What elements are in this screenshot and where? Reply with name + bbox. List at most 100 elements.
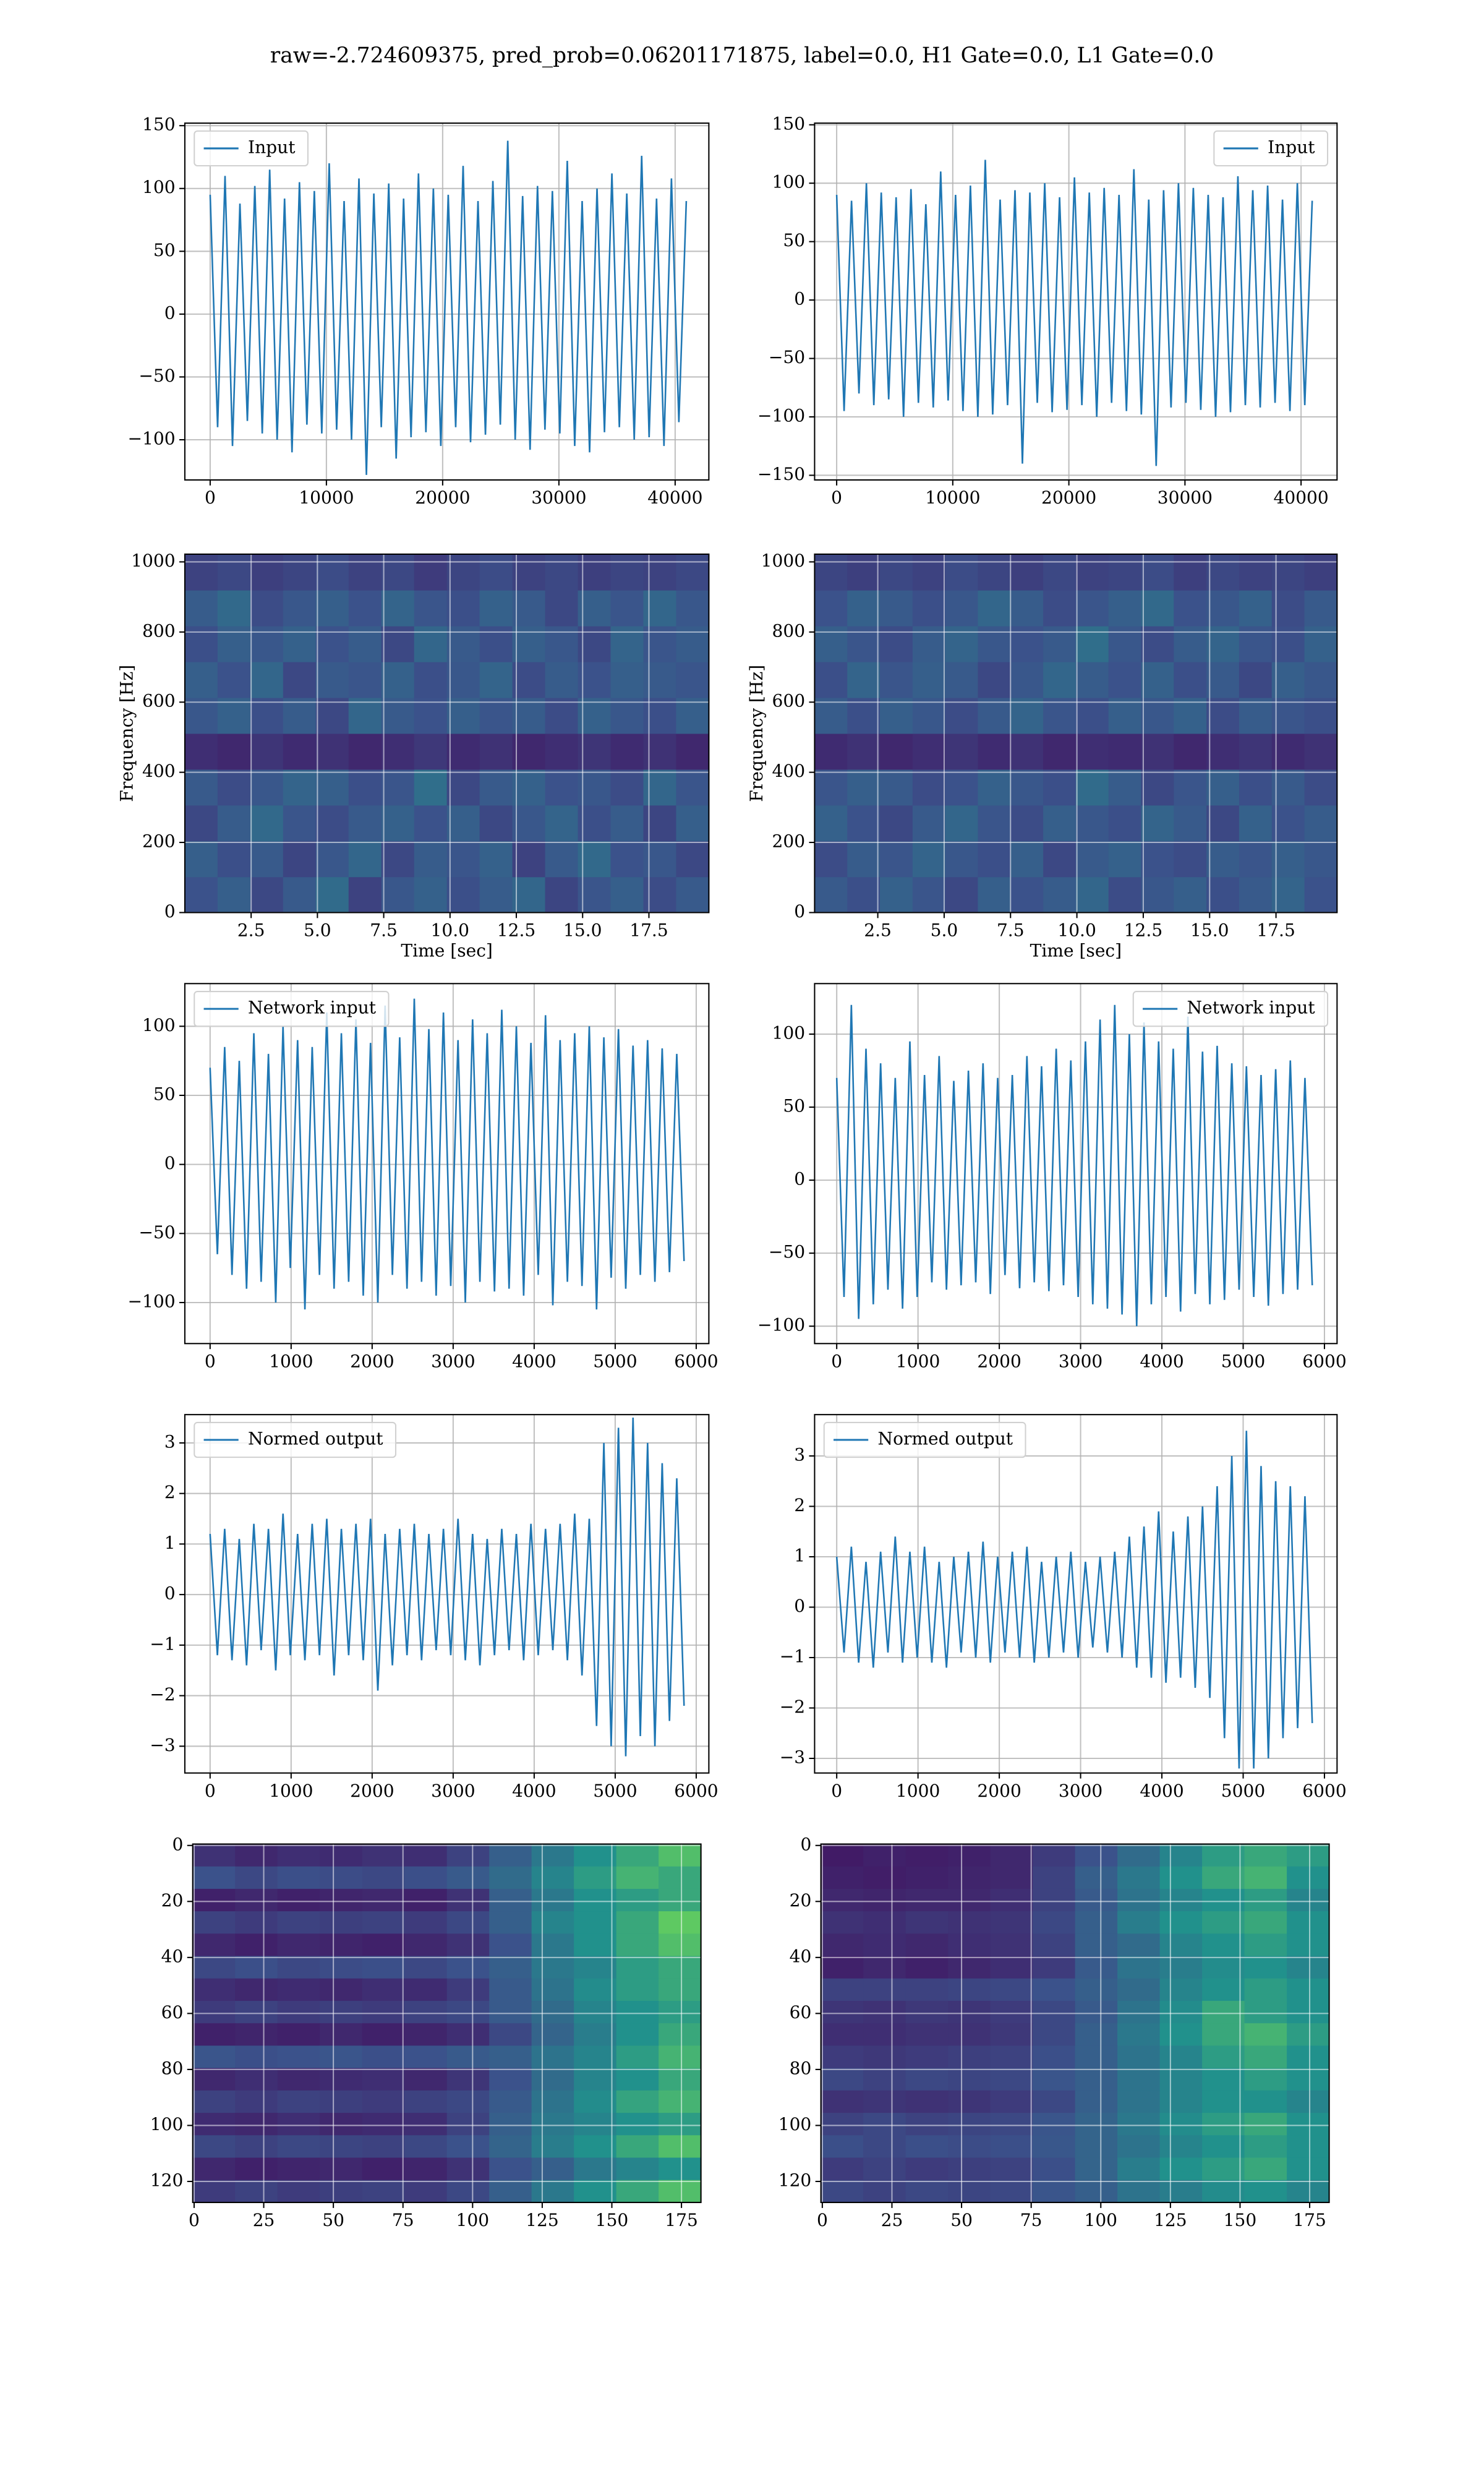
heatmap-cell (1075, 841, 1109, 878)
x-tick-label: 1000 (269, 1781, 313, 1801)
heatmap-cell (404, 1911, 448, 1935)
heatmap-cell (283, 589, 317, 627)
heatmap-cell (277, 1866, 320, 1890)
heatmap-cell (1117, 1888, 1161, 1912)
y-tick-label: 600 (142, 691, 176, 711)
heatmap-cell (574, 2180, 617, 2203)
y-tick-label: −2 (150, 1684, 175, 1705)
heatmap-cell (948, 1956, 991, 1979)
heatmap-cell (880, 554, 913, 591)
heatmap-cell (489, 2090, 532, 2113)
heatmap-cell (659, 2023, 702, 2047)
heatmap-cell (1239, 805, 1273, 842)
heatmap-cell (905, 1978, 949, 2001)
heatmap-cell (320, 1911, 363, 1935)
heatmap-cell (905, 2135, 949, 2159)
y-tick-label: 20 (161, 1890, 184, 1911)
heatmap-cell (1159, 2135, 1203, 2159)
heatmap-cell (1202, 2113, 1245, 2136)
heatmap-cell (1108, 697, 1142, 734)
heatmap-cell (821, 1956, 864, 1979)
heatmap-cell (821, 2045, 864, 2069)
y-tick-label: 0 (794, 1169, 805, 1189)
x-tick-label: 12.5 (497, 920, 535, 941)
x-tick-label: 5.0 (304, 920, 331, 941)
heatmap-cell (1239, 841, 1273, 878)
heatmap-cell (381, 697, 415, 734)
heatmap-cell (277, 2001, 320, 2024)
heatmap-cell (676, 589, 710, 627)
heatmap-cell (1202, 2023, 1245, 2047)
heatmap-cell (192, 2180, 236, 2203)
heatmap-cell (545, 769, 579, 806)
heatmap-cell (578, 876, 612, 914)
heatmap-cell (659, 1956, 702, 1979)
heatmap-cell (1043, 661, 1077, 698)
heatmap-cell (512, 589, 546, 627)
heatmap-cell (446, 589, 480, 627)
heatmap-cell (1287, 1866, 1330, 1890)
y-tick-label: −50 (139, 366, 175, 386)
heatmap-cell (863, 1844, 906, 1867)
heatmap-cell (1117, 1911, 1161, 1935)
heatmap-cell (1075, 2113, 1118, 2136)
heatmap-cell (1141, 554, 1175, 591)
heatmap-cell (348, 876, 382, 914)
heatmap-cell (1033, 2113, 1076, 2136)
heatmap-cell (348, 697, 382, 734)
legend-label: Input (1268, 137, 1315, 157)
heatmap-cell (235, 2023, 278, 2047)
heatmap-cell (446, 2135, 490, 2159)
heatmap-cell (659, 1844, 702, 1867)
heatmap-cell (1075, 661, 1109, 698)
heatmap-cell (880, 876, 913, 914)
heatmap-cell (880, 697, 913, 734)
x-tick-label: 40000 (1274, 487, 1329, 508)
heatmap-cell (1075, 769, 1109, 806)
heatmap-cell (446, 841, 480, 878)
heatmap-cell (235, 1844, 278, 1867)
heatmap-cell (821, 2157, 864, 2181)
heatmap-cell (545, 733, 579, 770)
heatmap-cell (1239, 876, 1273, 914)
heatmap-cell (948, 2068, 991, 2091)
legend-box (194, 991, 390, 1027)
heatmap-cell (1174, 841, 1207, 878)
heatmap-cell (320, 2001, 363, 2024)
legend-box (1213, 130, 1329, 167)
heatmap-cell (1141, 625, 1175, 662)
heatmap-cell (545, 805, 579, 842)
heatmap-cell (880, 625, 913, 662)
heatmap-cell (1075, 2135, 1118, 2159)
heatmap-cell (990, 1844, 1033, 1867)
heatmap-cell (1043, 805, 1077, 842)
heatmap-cell (446, 1911, 490, 1935)
heatmap-cell (1287, 1911, 1330, 1935)
heatmap-cell (489, 2023, 532, 2047)
heatmap-cell (446, 805, 480, 842)
heatmap-cell (1075, 2001, 1118, 2024)
heatmap-cell (659, 1888, 702, 1912)
y-tick-label: 3 (164, 1431, 176, 1452)
heatmap-cell (1033, 2090, 1076, 2113)
heatmap-cell (315, 589, 349, 627)
heatmap-cell (1033, 1866, 1076, 1890)
heatmap-cell (945, 769, 979, 806)
heatmap-cell (574, 1866, 617, 1890)
heatmap-cell (1043, 697, 1077, 734)
heatmap-cell (1033, 2001, 1076, 2024)
y-tick-label: −100 (128, 429, 176, 449)
heatmap-cell (250, 625, 284, 662)
heatmap-cell (880, 841, 913, 878)
x-tick-label: 4000 (1140, 1781, 1183, 1801)
heatmap-cell (863, 2180, 906, 2203)
heatmap-cell (1010, 661, 1044, 698)
heatmap-cell (978, 589, 1012, 627)
heatmap-cell (283, 841, 317, 878)
heatmap-cell (489, 2157, 532, 2181)
x-tick-label: 6000 (1302, 1781, 1346, 1801)
heatmap-cell (1202, 2180, 1245, 2203)
heatmap-cell (578, 589, 612, 627)
heatmap-cell (1206, 805, 1240, 842)
heatmap-cell (320, 2113, 363, 2136)
